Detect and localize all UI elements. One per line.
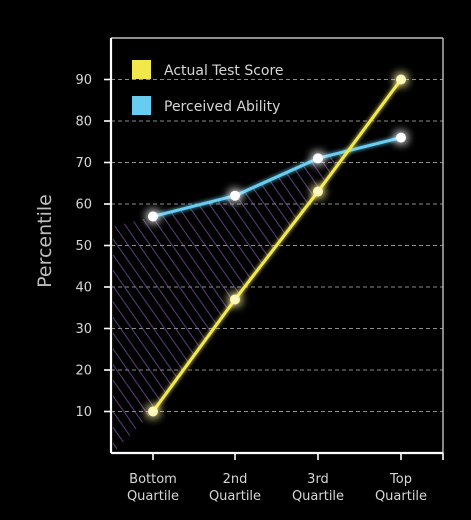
series-layer xyxy=(148,74,406,417)
y-tick-label-10: 10 xyxy=(75,405,92,420)
data-point-actual-test-score-2nd-quartile xyxy=(230,294,240,305)
y-tick-label-80: 80 xyxy=(75,115,92,130)
y-tick-label-50: 50 xyxy=(75,239,92,254)
x-axis-ticks: Bottom Quartile 2nd Quartile 3rd Quartile Top Q… xyxy=(127,453,444,504)
x-tick-label-top-quartile: Top Quartile xyxy=(375,472,427,504)
y-tick-label-40: 40 xyxy=(75,281,92,296)
x-tick-label-2nd-quartile: 2nd Quartile xyxy=(209,472,261,504)
legend: Actual Test Score Perceived Ability xyxy=(132,60,284,115)
legend-swatch-perceived-ability xyxy=(132,96,151,115)
x-tick-label-bottom-quartile: Bottom Quartile xyxy=(127,472,179,504)
legend-swatch-actual-test-score xyxy=(132,60,151,79)
data-point-perceived-ability-3rd-quartile xyxy=(313,153,323,164)
series-line-actual-test-score xyxy=(151,78,403,413)
y-axis-title: Percentile xyxy=(34,194,56,288)
x-tick-label-3rd-quartile: 3rd Quartile xyxy=(292,472,344,504)
y-tick-label-30: 30 xyxy=(75,322,92,337)
legend-label-perceived-ability: Perceived Ability xyxy=(164,99,280,115)
data-point-perceived-ability-2nd-quartile xyxy=(230,190,240,201)
series-line-perceived-ability xyxy=(152,136,402,218)
data-point-actual-test-score-top-quartile xyxy=(396,74,406,85)
data-point-actual-test-score-bottom-quartile xyxy=(148,406,158,417)
y-tick-label-90: 90 xyxy=(75,73,92,88)
y-tick-label-70: 70 xyxy=(75,156,92,171)
grid-lines xyxy=(111,37,444,453)
data-point-perceived-ability-top-quartile xyxy=(396,132,406,143)
y-tick-label-60: 60 xyxy=(75,198,92,213)
y-tick-label-20: 20 xyxy=(75,364,92,379)
y-axis-ticks: 10 20 30 40 50 60 70 80 90 xyxy=(75,73,111,420)
data-point-actual-test-score-3rd-quartile xyxy=(313,186,323,197)
legend-label-actual-test-score: Actual Test Score xyxy=(164,63,284,79)
data-point-perceived-ability-bottom-quartile xyxy=(148,211,158,222)
